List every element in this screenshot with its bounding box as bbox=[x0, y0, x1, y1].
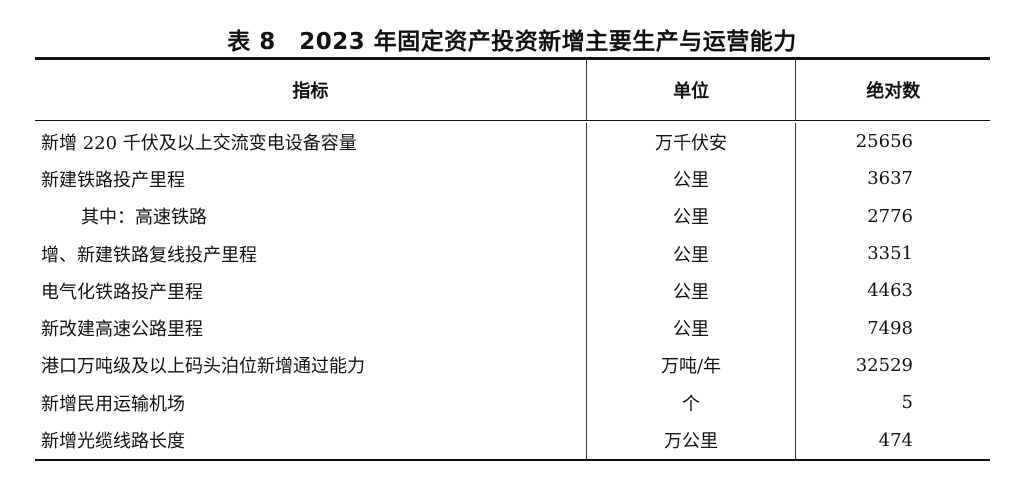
indicator-cell: 港口万吨级及以上码头泊位新增通过能力 bbox=[41, 356, 365, 378]
value-cell: 7498 bbox=[795, 309, 990, 347]
indicator-cell: 新建铁路投产里程 bbox=[41, 169, 185, 191]
table-title: 表 8 2023 年固定资产投资新增主要生产与运营能力 bbox=[227, 29, 797, 55]
table-row: 新增 220 千伏及以上交流变电设备容量 万千伏安 25656 bbox=[35, 123, 990, 161]
indicator-cell: 新增 220 千伏及以上交流变电设备容量 bbox=[41, 132, 357, 154]
unit-cell: 公里 bbox=[585, 197, 796, 235]
indicator-cell: 电气化铁路投产里程 bbox=[41, 281, 203, 303]
value-cell: 2776 bbox=[795, 197, 990, 235]
indicator-cell: 其中：高速铁路 bbox=[81, 207, 207, 229]
indicator-cell: 新增民用运输机场 bbox=[41, 393, 185, 415]
table-row: 港口万吨级及以上码头泊位新增通过能力 万吨/年 32529 bbox=[35, 346, 990, 385]
table-row: 电气化铁路投产里程 公里 4463 bbox=[35, 272, 990, 310]
table-header: 指标 单位 绝对数 bbox=[35, 60, 990, 121]
header-indicator: 指标 bbox=[292, 81, 329, 102]
table-row: 增、新建铁路复线投产里程 公里 3351 bbox=[35, 234, 990, 273]
unit-cell: 万千伏安 bbox=[585, 123, 796, 161]
value-cell: 4463 bbox=[795, 272, 990, 310]
table-row: 新建铁路投产里程 公里 3637 bbox=[35, 160, 990, 198]
unit-cell: 个 bbox=[585, 384, 796, 422]
unit-cell: 万公里 bbox=[585, 421, 796, 459]
indicator-cell: 新增光缆线路长度 bbox=[41, 431, 185, 453]
value-cell: 32529 bbox=[795, 346, 990, 385]
table-row: 新增光缆线路长度 万公里 474 bbox=[35, 421, 990, 459]
indicator-cell: 增、新建铁路复线投产里程 bbox=[41, 244, 257, 266]
value-cell: 474 bbox=[795, 421, 990, 459]
unit-cell: 万吨/年 bbox=[585, 346, 796, 385]
header-value: 绝对数 bbox=[795, 60, 990, 120]
value-cell: 3351 bbox=[795, 234, 990, 273]
value-cell: 5 bbox=[795, 384, 990, 422]
table-row: 新改建高速公路里程 公里 7498 bbox=[35, 309, 990, 347]
value-cell: 25656 bbox=[795, 123, 990, 161]
indicator-cell: 新改建高速公路里程 bbox=[41, 319, 203, 341]
unit-cell: 公里 bbox=[585, 309, 796, 347]
unit-cell: 公里 bbox=[585, 160, 796, 198]
table-body: 新增 220 千伏及以上交流变电设备容量 万千伏安 25656 新建铁路投产里程 公里 3… bbox=[35, 121, 990, 459]
unit-cell: 公里 bbox=[585, 272, 796, 310]
value-cell: 3637 bbox=[795, 160, 990, 198]
unit-cell: 公里 bbox=[585, 234, 796, 273]
table-row: 新增民用运输机场 个 5 bbox=[35, 384, 990, 422]
table-row: 其中：高速铁路 公里 2776 bbox=[35, 197, 990, 235]
header-unit: 单位 bbox=[585, 60, 796, 120]
data-table: 指标 单位 绝对数 新增 220 千伏及以上交流变电设备容量 万千伏安 25656 新… bbox=[35, 57, 990, 461]
